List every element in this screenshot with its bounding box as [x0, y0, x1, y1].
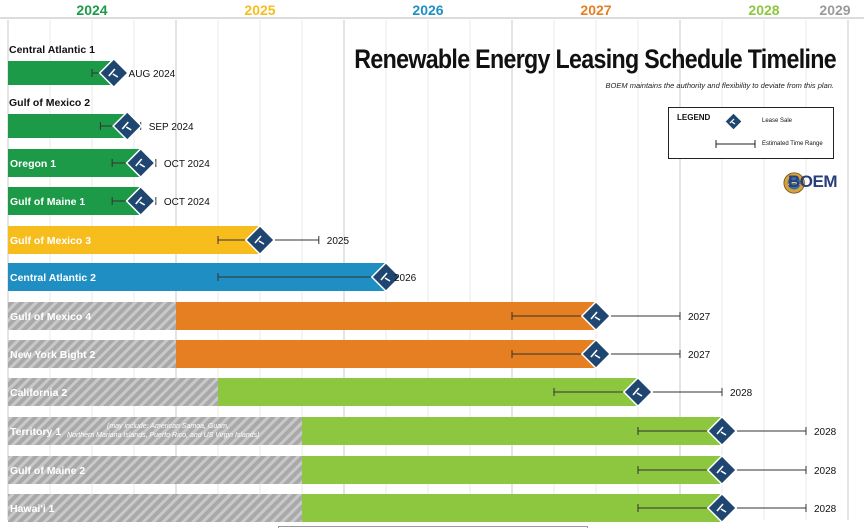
- chart-title: Renewable Energy Leasing Schedule Timeli…: [354, 44, 836, 74]
- x-tick-label: 2028: [748, 2, 779, 18]
- lease-sale-icon: [706, 454, 738, 486]
- task-row: 2027 Gulf of Mexico 4: [8, 300, 711, 332]
- sale-date-label: OCT 2024: [164, 197, 210, 208]
- lease-sale-icon: [370, 261, 402, 293]
- row-name-label: Central Atlantic 2: [10, 272, 96, 284]
- row-note: (may include: American Samoa, Guam, North…: [67, 423, 259, 439]
- sale-date-label: 2027: [688, 350, 711, 361]
- lease-sale-icon: [706, 492, 738, 524]
- x-tick-label: 2027: [580, 2, 611, 18]
- sale-date-label: 2028: [814, 427, 837, 438]
- lease-sale-icon: [125, 147, 156, 179]
- lease-sale-icon: [112, 110, 143, 142]
- boem-seal-icon: [783, 172, 805, 194]
- legend-lease-sale-icon: [725, 113, 742, 130]
- lease-sale-icon: [580, 300, 612, 332]
- lease-sale-icon: [706, 415, 738, 447]
- boem-logo-text: BOEM: [788, 172, 838, 191]
- task-row: SEP 2024 Gulf of Mexico 2: [8, 97, 194, 142]
- row-name-label: Gulf of Mexico 4: [10, 311, 91, 323]
- x-tick-label: 2024: [76, 2, 107, 18]
- legend-title: LEGEND: [677, 113, 711, 122]
- legend-symbols: [715, 113, 756, 148]
- row-name-label: Gulf of Maine 2: [10, 465, 85, 477]
- axis-band: [0, 17, 864, 19]
- lease-sale-icon: [622, 376, 654, 408]
- bar-hatched-segment: [8, 417, 302, 445]
- lease-sale-icon: [244, 224, 276, 256]
- task-row: 2028 Hawai'i 1: [8, 492, 837, 524]
- bar-hatched-segment: [8, 378, 218, 406]
- sale-date-label: SEP 2024: [149, 122, 194, 133]
- chart-subtitle: BOEM maintains the authority and flexibi…: [605, 81, 834, 90]
- row-name-label: Oregon 1: [10, 158, 56, 170]
- page-bottom-rule: [278, 526, 588, 528]
- x-tick-label: 2025: [244, 2, 275, 18]
- task-row: OCT 2024 Gulf of Maine 1: [8, 185, 210, 217]
- bar-hatched-segment: [8, 302, 176, 330]
- bar-hatched-segment: [8, 340, 176, 368]
- sale-date-label: OCT 2024: [164, 159, 210, 170]
- task-row: 2027 New York Bight 2: [8, 338, 711, 370]
- legend-box: LEGEND Lease Sale Estimated Time Range: [668, 107, 834, 159]
- lease-sale-icon: [125, 185, 156, 217]
- x-tick-label: 2026: [412, 2, 443, 18]
- row-name-label: Territory 1: [10, 426, 61, 438]
- sale-date-label: 2026: [394, 273, 417, 284]
- bar-hatched-segment: [8, 494, 302, 522]
- task-row: OCT 2024 Oregon 1: [8, 147, 210, 179]
- row-name-label: New York Bight 2: [10, 349, 96, 361]
- task-row: AUG 2024 Central Atlantic 1: [8, 44, 176, 89]
- task-row: 2025 Gulf of Mexico 3: [8, 224, 350, 256]
- task-row: 2028 Gulf of Maine 2: [8, 454, 837, 486]
- legend-range-label: Estimated Time Range: [762, 141, 823, 147]
- task-row: 2028 Territory 1 (may include: American Sa…: [8, 415, 837, 447]
- task-row: 2028 California 2: [8, 376, 753, 408]
- sale-date-label: 2028: [814, 504, 837, 515]
- legend-lease-sale-label: Lease Sale: [762, 118, 793, 124]
- row-name-label: Central Atlantic 1: [9, 44, 95, 56]
- row-name-label: Gulf of Maine 1: [10, 196, 85, 208]
- sale-date-label: 2027: [688, 312, 711, 323]
- task-row: 2026 Central Atlantic 2: [8, 261, 417, 293]
- legend-range-icon: [715, 140, 756, 148]
- lease-sale-icon: [98, 57, 130, 89]
- row-name-label: Hawai'i 1: [10, 503, 55, 515]
- sale-date-label: 2028: [730, 388, 753, 399]
- sale-date-label: AUG 2024: [129, 69, 176, 80]
- row-name-label: Gulf of Mexico 3: [10, 235, 91, 247]
- lease-sale-icon: [580, 338, 612, 370]
- row-name-label: Gulf of Mexico 2: [9, 97, 90, 109]
- sale-date-label: 2028: [814, 466, 837, 477]
- sale-date-label: 2025: [327, 236, 350, 247]
- bar-hatched-segment: [8, 456, 302, 484]
- row-name-label: California 2: [10, 387, 67, 399]
- x-tick-label: 2029: [819, 2, 850, 18]
